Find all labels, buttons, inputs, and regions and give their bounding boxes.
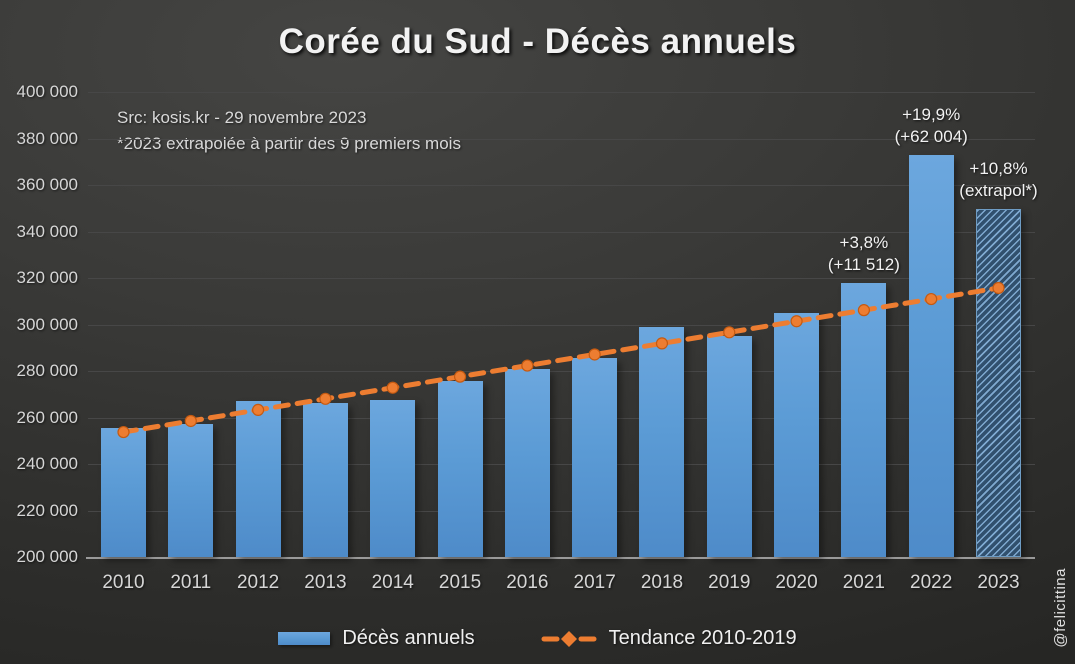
trend-marker-2021 — [857, 304, 870, 317]
x-axis-label-2011: 2011 — [170, 572, 212, 593]
x-axis-label-2023: 2023 — [977, 572, 1020, 593]
legend-trend-label: Tendance 2010-2019 — [608, 627, 797, 649]
y-axis-tick-label: 300 000 — [16, 314, 78, 334]
trend-marker-2020 — [790, 315, 803, 328]
source-line-1: Src: kosis.kr - 29 novembre 2023 — [117, 108, 367, 127]
trend-marker-2014 — [386, 381, 399, 394]
gridline — [88, 371, 1035, 372]
chart-legend: Décès annuels Tendance 2010-2019 — [0, 627, 1075, 650]
y-axis-tick-label: 320 000 — [16, 268, 78, 287]
gridline — [88, 464, 1035, 465]
legend-item-trend: Tendance 2010-2019 — [541, 627, 797, 650]
bar-2016 — [504, 369, 550, 557]
gridline — [88, 278, 1035, 279]
bar-2010 — [101, 428, 146, 557]
gridline — [88, 417, 1035, 419]
y-axis-tick-label: 360 000 — [16, 175, 78, 194]
trend-marker-2018 — [655, 337, 669, 350]
x-axis-label-2014: 2014 — [371, 572, 414, 593]
x-axis-label-2010: 2010 — [102, 572, 145, 593]
bar-series-swatch — [278, 632, 331, 645]
bar-2018 — [639, 327, 685, 557]
y-axis-tick-label: 400 000 — [16, 82, 78, 101]
bar-2023 — [976, 208, 1021, 557]
x-axis-label-2021: 2021 — [842, 572, 886, 593]
gridline — [88, 324, 1035, 326]
watermark: @felicittina — [1052, 568, 1069, 648]
trend-marker-2019 — [723, 326, 736, 339]
gridline — [88, 185, 1035, 186]
bar-2020 — [774, 312, 820, 557]
trend-marker-2016 — [521, 359, 534, 372]
gridline — [88, 231, 1035, 233]
trend-marker-2015 — [453, 370, 467, 383]
y-axis-tick-label: 260 000 — [16, 407, 78, 427]
trend-marker-2017 — [588, 348, 601, 361]
y-axis-tick-label: 200 000 — [16, 547, 78, 566]
x-axis-label-2016: 2016 — [506, 572, 549, 593]
bar-2013 — [302, 402, 348, 557]
bar-2021 — [841, 283, 887, 557]
trend-marker-2010 — [117, 425, 130, 439]
gridline — [88, 138, 1035, 140]
gridline — [88, 510, 1035, 512]
y-axis-tick-label: 240 000 — [16, 454, 78, 473]
x-axis-label-2018: 2018 — [640, 572, 684, 593]
chart-title: Corée du Sud - Décès annuels — [278, 22, 797, 61]
annotation-2023: +10,8% (extrapol*) — [959, 158, 1038, 200]
trend-marker-2022 — [925, 292, 938, 306]
trend-series-swatch — [541, 630, 597, 647]
x-axis-label-2015: 2015 — [438, 572, 482, 593]
bar-2015 — [437, 380, 483, 557]
annotation-2022: +19,9% (+62 004) — [894, 104, 968, 146]
gridline — [88, 92, 1035, 93]
bar-2022 — [908, 154, 954, 557]
legend-item-bars: Décès annuels — [278, 627, 475, 650]
bar-2017 — [572, 358, 618, 557]
trend-marker-2013 — [319, 392, 332, 405]
legend-bars-label: Décès annuels — [342, 627, 475, 649]
bar-2012 — [235, 400, 281, 557]
x-axis-label-2017: 2017 — [573, 572, 616, 593]
trend-marker-2012 — [252, 403, 265, 417]
y-axis-tick-label: 340 000 — [16, 221, 78, 241]
y-axis-tick-label: 220 000 — [16, 500, 78, 520]
bar-2011 — [168, 423, 214, 557]
x-axis-line — [86, 557, 1035, 559]
y-axis-tick-label: 380 000 — [16, 128, 78, 148]
x-axis-label-2019: 2019 — [708, 572, 751, 593]
y-axis-tick-label: 280 000 — [16, 361, 78, 380]
x-axis-label-2020: 2020 — [775, 572, 818, 593]
annotation-2021: +3,8% (+11 512) — [827, 233, 900, 275]
trend-marker-2011 — [184, 414, 197, 428]
x-axis-label-2013: 2013 — [304, 572, 347, 593]
bar-2019 — [706, 335, 752, 557]
x-axis-label-2022: 2022 — [910, 572, 953, 593]
trend-marker-2023 — [992, 281, 1005, 295]
x-axis-label-2012: 2012 — [236, 572, 280, 593]
bar-2014 — [370, 399, 416, 557]
